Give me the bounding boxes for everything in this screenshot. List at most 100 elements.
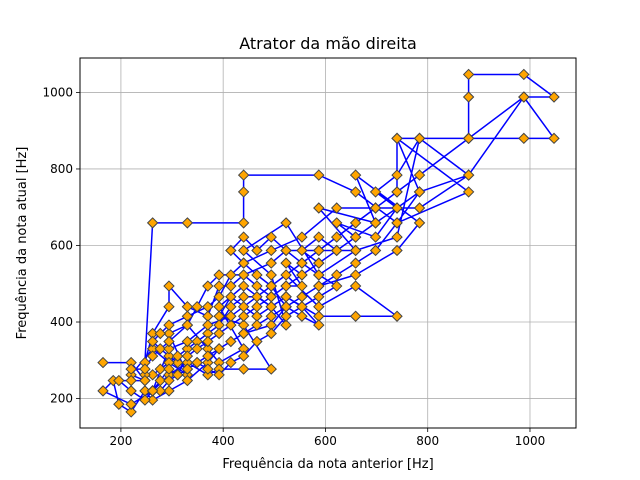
data-point xyxy=(296,310,308,322)
data-point xyxy=(154,343,166,355)
data-point xyxy=(191,343,203,355)
data-point xyxy=(163,343,175,355)
data-point xyxy=(225,244,237,257)
data-point xyxy=(462,91,475,103)
data-point xyxy=(518,132,530,145)
data-point xyxy=(125,406,137,418)
data-point xyxy=(251,280,263,292)
plot-area xyxy=(79,57,577,429)
data-point xyxy=(202,369,214,381)
y-axis-label: Frequência da nota atual [Hz] xyxy=(15,147,30,340)
data-point xyxy=(369,202,382,214)
data-point xyxy=(213,343,225,355)
data-point xyxy=(349,244,362,257)
data-point xyxy=(313,301,325,313)
data-point xyxy=(237,327,250,340)
data-point xyxy=(413,169,426,181)
data-point xyxy=(113,398,125,410)
data-point xyxy=(237,169,250,181)
data-point xyxy=(265,231,277,243)
data-point xyxy=(296,269,308,281)
data-point xyxy=(139,374,151,387)
x-tick-label: 800 xyxy=(416,434,439,448)
data-point xyxy=(296,280,308,292)
data-point xyxy=(139,394,151,406)
data-point xyxy=(146,385,159,397)
data-point xyxy=(202,335,214,348)
data-point xyxy=(369,186,382,198)
data-point xyxy=(237,244,250,257)
grid xyxy=(80,58,576,428)
x-tick-label: 600 xyxy=(314,434,337,448)
y-tick-label: 200 xyxy=(50,392,73,406)
x-tick-label: 1000 xyxy=(515,434,546,448)
data-point xyxy=(139,363,151,375)
data-point xyxy=(213,280,225,292)
data-point xyxy=(462,169,475,181)
data-point xyxy=(225,319,237,331)
data-point xyxy=(413,202,426,214)
data-point xyxy=(97,385,109,397)
y-tick-label: 1000 xyxy=(42,85,73,99)
data-point xyxy=(265,327,277,340)
data-point xyxy=(313,244,325,257)
data-point xyxy=(125,363,137,375)
data-point xyxy=(296,244,308,257)
data-point xyxy=(202,363,214,375)
data-point xyxy=(313,291,325,303)
data-point xyxy=(213,327,225,340)
data-point xyxy=(330,244,343,257)
data-point xyxy=(154,327,166,340)
data-point xyxy=(202,301,214,313)
data-point xyxy=(280,217,292,229)
data-point xyxy=(202,280,214,292)
data-point xyxy=(163,280,175,292)
data-point xyxy=(280,257,292,269)
data-point xyxy=(313,257,325,269)
data-point xyxy=(548,132,560,145)
data-point xyxy=(97,356,109,369)
data-point xyxy=(171,356,184,369)
y-axis-ticks: 200 400 600 800 1000 xyxy=(42,85,80,406)
data-point xyxy=(518,68,530,81)
data-point xyxy=(181,217,194,229)
data-point xyxy=(113,374,125,387)
data-point xyxy=(462,68,475,81)
data-point xyxy=(462,186,475,198)
data-point xyxy=(154,385,166,397)
data-point xyxy=(369,231,382,243)
data-point xyxy=(313,269,325,281)
data-point xyxy=(313,280,325,292)
data-point xyxy=(349,257,362,269)
data-point xyxy=(265,257,277,269)
y-tick-label: 600 xyxy=(50,238,73,252)
data-point xyxy=(237,217,250,229)
data-point xyxy=(163,385,175,397)
data-point xyxy=(225,335,237,348)
data-point xyxy=(349,269,362,281)
data-point xyxy=(280,269,292,281)
data-point xyxy=(313,169,325,181)
data-point xyxy=(462,132,475,145)
data-point xyxy=(391,244,403,257)
data-point xyxy=(163,374,175,387)
y-tick-label: 800 xyxy=(50,162,73,176)
data-point xyxy=(280,310,292,322)
data-point xyxy=(181,374,194,387)
data-point xyxy=(391,169,403,181)
data-point xyxy=(163,335,175,348)
data-point xyxy=(237,186,250,198)
data-point xyxy=(225,269,237,281)
data-point xyxy=(280,291,292,303)
data-point xyxy=(125,385,137,397)
data-point xyxy=(213,291,225,303)
data-point xyxy=(330,217,343,229)
data-point xyxy=(548,91,560,103)
data-point xyxy=(146,350,159,362)
data-point xyxy=(171,350,184,362)
data-point xyxy=(391,217,403,229)
x-tick-label: 200 xyxy=(109,434,132,448)
data-point xyxy=(391,186,403,198)
data-point xyxy=(280,280,292,292)
